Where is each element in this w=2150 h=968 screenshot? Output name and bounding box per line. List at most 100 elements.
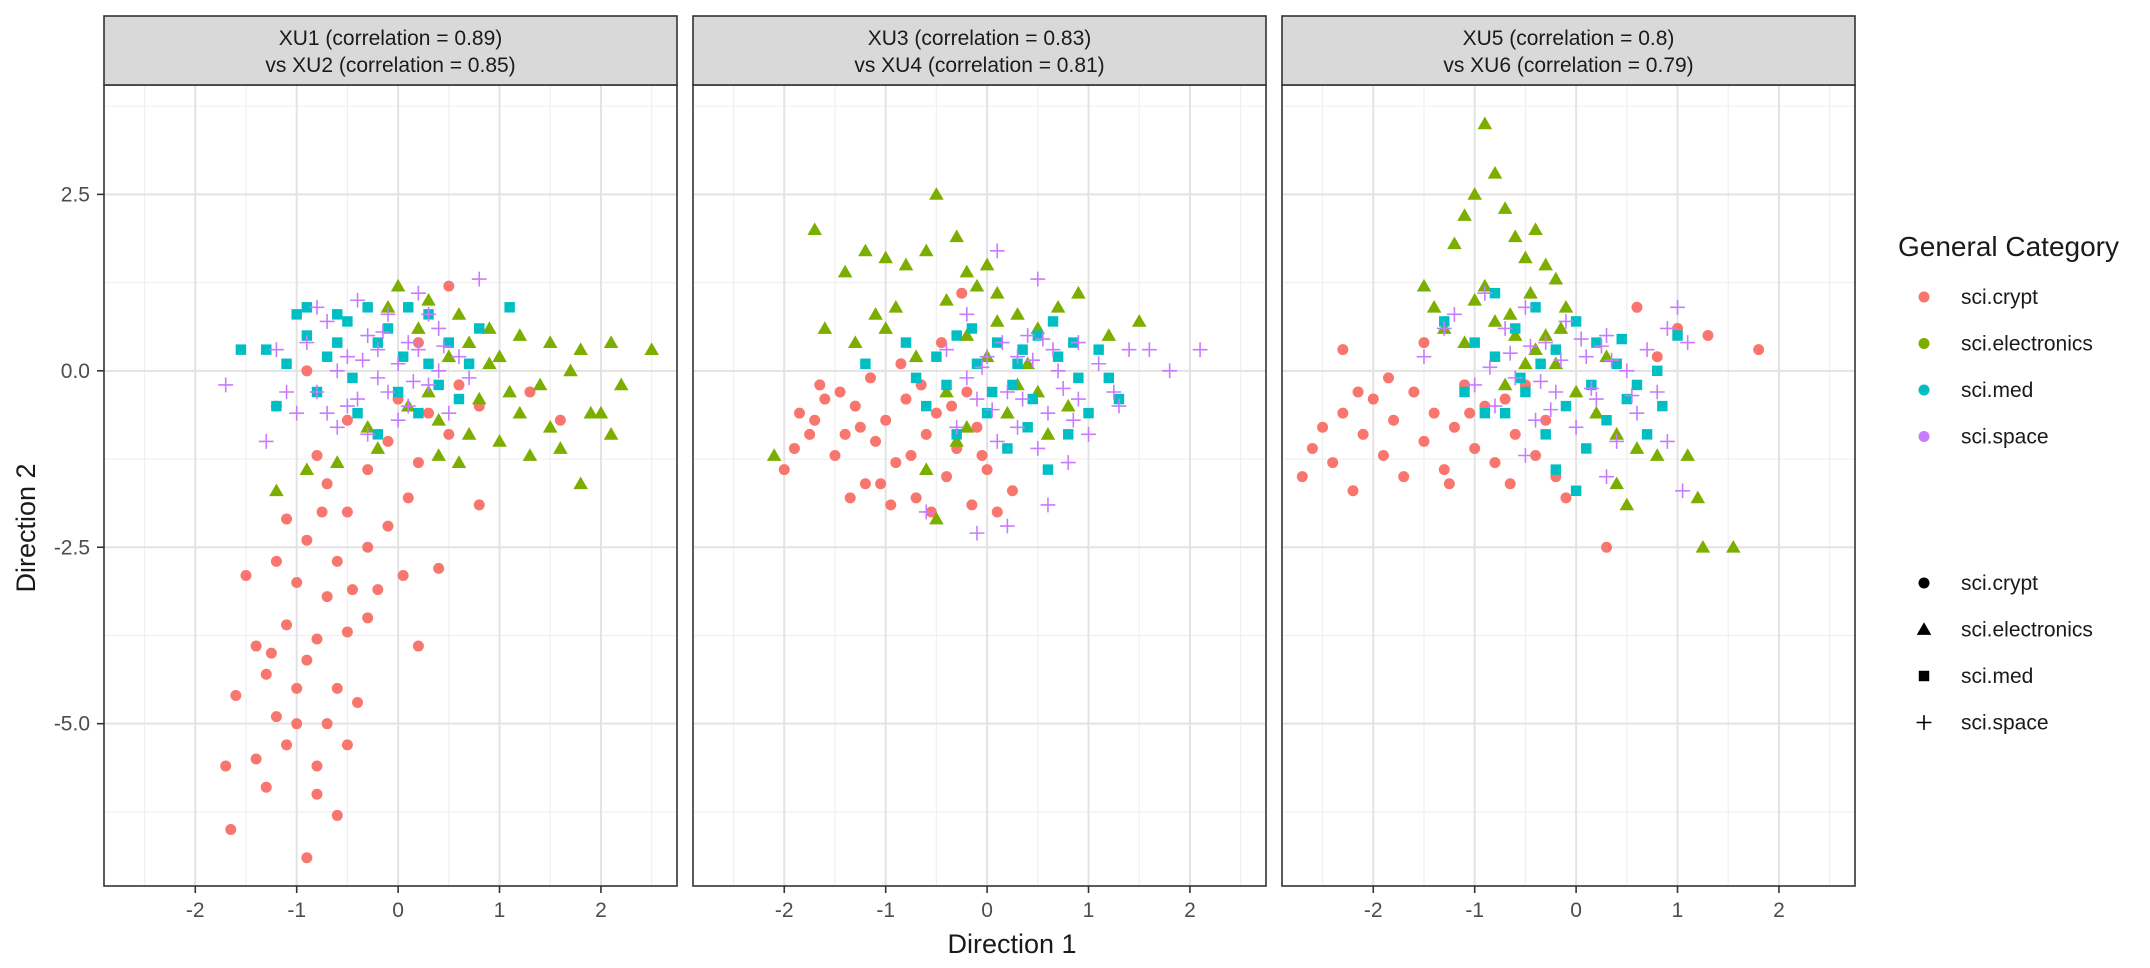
point-sci-space (1192, 342, 1208, 358)
point-sci-med (981, 407, 993, 419)
point-sci-electronics (959, 420, 975, 433)
point-sci-electronics (766, 448, 782, 461)
x-axis-title: Direction 1 (947, 929, 1076, 959)
point-sci-space (918, 504, 934, 520)
point-sci-space (1517, 299, 1533, 315)
point-sci-electronics (1477, 116, 1493, 130)
point-sci-electronics (492, 349, 507, 363)
point-sci-electronics (329, 455, 345, 468)
panels: XU1 (correlation = 0.89) vs XU2 (correlat… (103, 15, 1856, 887)
point-sci-med (1550, 344, 1562, 355)
point-sci-space (1091, 356, 1107, 372)
point-sci-space (380, 306, 396, 322)
point-sci-med (347, 372, 358, 384)
point-sci-crypt (880, 414, 892, 426)
point-sci-crypt (524, 386, 536, 398)
point-sci-crypt (311, 450, 323, 462)
point-sci-electronics (1548, 356, 1564, 370)
point-sci-space (390, 412, 406, 428)
point-sci-space (258, 433, 274, 449)
point-sci-electronics (593, 405, 609, 419)
point-sci-crypt (281, 739, 293, 751)
point-sci-med (1499, 407, 1511, 419)
point-sci-electronics (1619, 497, 1635, 511)
point-sci-space (436, 338, 452, 354)
legend-title: General Category (1898, 231, 2119, 262)
point-sci-space (1035, 331, 1051, 347)
point-sci-med (1581, 443, 1592, 454)
point-sci-space (1517, 448, 1533, 463)
point-sci-space (1502, 345, 1518, 361)
point-sci-space (1507, 370, 1523, 386)
point-sci-med (1611, 358, 1622, 369)
point-sci-space (989, 433, 1005, 449)
point-sci-electronics (1020, 356, 1035, 370)
point-sci-electronics (1507, 229, 1523, 243)
point-sci-crypt (281, 619, 293, 631)
point-sci-crypt (331, 555, 343, 567)
point-sci-med (1047, 316, 1059, 327)
point-sci-space (1523, 338, 1538, 354)
point-sci-electronics (908, 349, 924, 363)
point-sci-space (1040, 497, 1056, 513)
point-sci-space (994, 335, 1010, 351)
point-sci-electronics (939, 292, 954, 306)
point-sci-med (1103, 372, 1115, 384)
point-sci-crypt (1530, 450, 1542, 462)
point-sci-electronics (1528, 222, 1543, 236)
point-sci-electronics (441, 349, 457, 363)
point-sci-med (1007, 379, 1018, 391)
point-sci-space (1050, 363, 1066, 379)
point-sci-electronics (502, 384, 517, 398)
point-sci-crypt (778, 464, 790, 476)
point-sci-med (453, 393, 465, 405)
point-sci-crypt (301, 852, 313, 864)
point-sci-electronics (1629, 441, 1645, 454)
point-sci-crypt (844, 492, 856, 504)
point-sci-space (1675, 483, 1691, 499)
point-sci-space (400, 335, 416, 351)
point-sci-space (1025, 352, 1041, 368)
point-sci-crypt (225, 824, 237, 836)
point-sci-med (1032, 330, 1044, 341)
point-sci-electronics (583, 405, 599, 419)
point-sci-crypt (829, 450, 841, 462)
y-tick-label: 2.5 (61, 183, 90, 206)
legend-shape-label-sci-electronics: sci.electronics (1961, 619, 2093, 642)
point-sci-crypt (1352, 386, 1364, 398)
points (1296, 116, 1765, 553)
point-sci-crypt (1601, 541, 1613, 553)
point-sci-med (900, 337, 912, 348)
point-sci-space (1670, 299, 1685, 315)
point-sci-med (403, 302, 414, 313)
point-sci-crypt (875, 478, 887, 490)
point-sci-crypt (372, 584, 384, 596)
point-sci-med (504, 302, 515, 313)
point-sci-med (332, 337, 343, 348)
point-sci-crypt (966, 499, 978, 511)
point-sci-crypt (397, 569, 409, 581)
point-sci-crypt (321, 591, 333, 603)
point-sci-crypt (1382, 372, 1394, 384)
point-sci-electronics (1447, 236, 1462, 250)
point-sci-med (281, 358, 292, 369)
point-sci-med (1535, 358, 1546, 369)
point-sci-electronics (1523, 285, 1538, 299)
point-sci-space (1060, 455, 1076, 470)
point-sci-space (1573, 331, 1589, 347)
point-sci-electronics (370, 441, 386, 454)
point-sci-electronics (613, 377, 629, 391)
point-sci-crypt (220, 760, 232, 772)
point-sci-crypt (1327, 457, 1339, 469)
point-sci-space (1604, 352, 1620, 368)
point-sci-electronics (563, 363, 578, 377)
point-sci-space (1106, 384, 1122, 400)
point-sci-electronics (918, 462, 934, 475)
point-sci-crypt (971, 421, 983, 433)
point-sci-crypt (1469, 442, 1481, 454)
point-sci-space (974, 359, 990, 375)
legend-color-key-sci-crypt (1918, 291, 1930, 303)
point-sci-crypt (910, 492, 922, 504)
point-sci-crypt (1398, 471, 1410, 483)
